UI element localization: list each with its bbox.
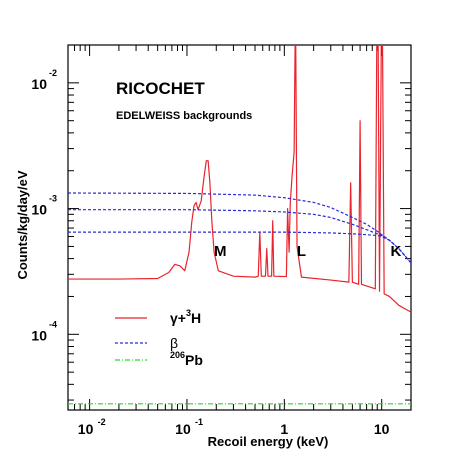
legend-label-pb: 206Pb	[170, 350, 203, 368]
x-tick-label-0: 10 -2	[78, 417, 106, 437]
y-tick-label-2: 10-2	[31, 68, 57, 92]
legend-symbol: γ+	[170, 310, 186, 326]
x-tick-label-3: 10	[374, 421, 390, 437]
legend-superscript: 206	[170, 350, 185, 360]
x-tick-label-1-exponent: -1	[195, 417, 203, 427]
x-tick-label-0-base: 10	[78, 421, 94, 437]
plot-frame	[67, 44, 412, 411]
series-gamma-0	[68, 45, 411, 313]
annotation-m: M	[214, 243, 227, 260]
x-axis-label: Recoil energy (keV)	[208, 434, 329, 449]
x-tick-label-2: 1	[280, 421, 288, 437]
legend-superscript: 3	[186, 308, 191, 318]
x-tick-label-2-base: 1	[280, 421, 288, 437]
axis-ticks	[67, 44, 412, 410]
annotation-l: L	[297, 243, 306, 260]
y-tick-label-2-exponent: -2	[49, 68, 57, 78]
legend-label-beta: β	[170, 335, 178, 351]
y-tick-label-0-exponent: -4	[49, 319, 57, 329]
y-tick-label-0: 10-4	[31, 319, 57, 343]
y-tick-label-2-base: 10	[31, 76, 47, 92]
x-tick-label-0-exponent: -2	[98, 417, 106, 427]
legend-label-gamma: γ+3H	[170, 308, 201, 326]
annotation-k: K	[390, 243, 401, 260]
y-tick-label-1-exponent: -3	[49, 194, 57, 204]
y-tick-label-1: 10-3	[31, 194, 57, 218]
series-beta-3	[68, 231, 411, 264]
x-tick-label-1-base: 10	[175, 421, 191, 437]
y-axis-label: Counts/kg/day/eV	[15, 170, 30, 279]
chart-subtitle: EDELWEISS backgrounds	[116, 110, 252, 122]
x-tick-label-3-base: 10	[374, 421, 390, 437]
series-layer	[68, 45, 411, 405]
chart-title: RICOCHET	[116, 79, 205, 98]
y-tick-label-0-base: 10	[31, 327, 47, 343]
y-tick-label-1-base: 10	[31, 202, 47, 218]
legend-symbol: β	[170, 335, 178, 351]
x-tick-label-1: 10 -1	[175, 417, 203, 437]
legend-text: Pb	[185, 352, 203, 368]
legend-text: H	[191, 310, 201, 326]
